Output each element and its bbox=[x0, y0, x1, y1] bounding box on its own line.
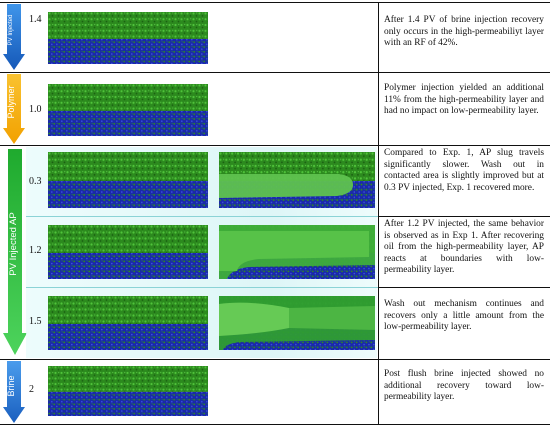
row-border-right bbox=[378, 216, 550, 217]
pv-value: 2 bbox=[29, 384, 34, 395]
row-border-bottom bbox=[0, 424, 550, 425]
ap-stage-label: PV Injected AP bbox=[8, 212, 19, 276]
column-divider bbox=[378, 2, 379, 424]
row-description: Compared to Exp. 1, AP slug travels sign… bbox=[384, 148, 544, 193]
row-border-top bbox=[0, 2, 550, 3]
row-description: Post flush brine injected showed no addi… bbox=[384, 369, 544, 403]
polymer-stage-label: Polymer bbox=[6, 85, 16, 119]
brine-arrow-icon bbox=[3, 4, 25, 70]
postflush-stage-label: Brine bbox=[6, 375, 16, 397]
pv-value: 1.2 bbox=[29, 245, 42, 256]
pv-value: 1.4 bbox=[29, 14, 42, 25]
micromodel-image bbox=[48, 152, 208, 208]
row-border bbox=[26, 287, 378, 288]
brine-stage-label: PV Injected bbox=[8, 14, 14, 46]
micromodel-image bbox=[48, 366, 208, 416]
row-border bbox=[0, 359, 550, 360]
row-description: Wash out mechanism continues and recover… bbox=[384, 299, 544, 333]
row-border bbox=[26, 216, 378, 217]
micromodel-image bbox=[48, 296, 208, 350]
ap-sweep-image bbox=[219, 225, 375, 279]
postflush-arrow-icon bbox=[3, 361, 25, 423]
ap-arrow-icon bbox=[3, 149, 27, 355]
ap-sweep-image bbox=[219, 152, 375, 208]
pv-value: 1.5 bbox=[29, 316, 42, 327]
micromodel-image bbox=[48, 225, 208, 279]
row-description: Polymer injection yielded an additional … bbox=[384, 83, 544, 117]
micromodel-image bbox=[48, 84, 208, 136]
row-border bbox=[0, 145, 550, 146]
ap-sweep-image bbox=[219, 296, 375, 350]
pv-value: 0.3 bbox=[29, 176, 42, 187]
row-border bbox=[0, 72, 550, 73]
pv-value: 1.0 bbox=[29, 104, 42, 115]
row-border-right bbox=[378, 287, 550, 288]
polymer-arrow-icon bbox=[3, 74, 25, 144]
row-description: After 1.2 PV injected, the same behavior… bbox=[384, 219, 544, 276]
micromodel-image bbox=[48, 12, 208, 64]
row-description: After 1.4 PV of brine injection recovery… bbox=[384, 15, 544, 49]
